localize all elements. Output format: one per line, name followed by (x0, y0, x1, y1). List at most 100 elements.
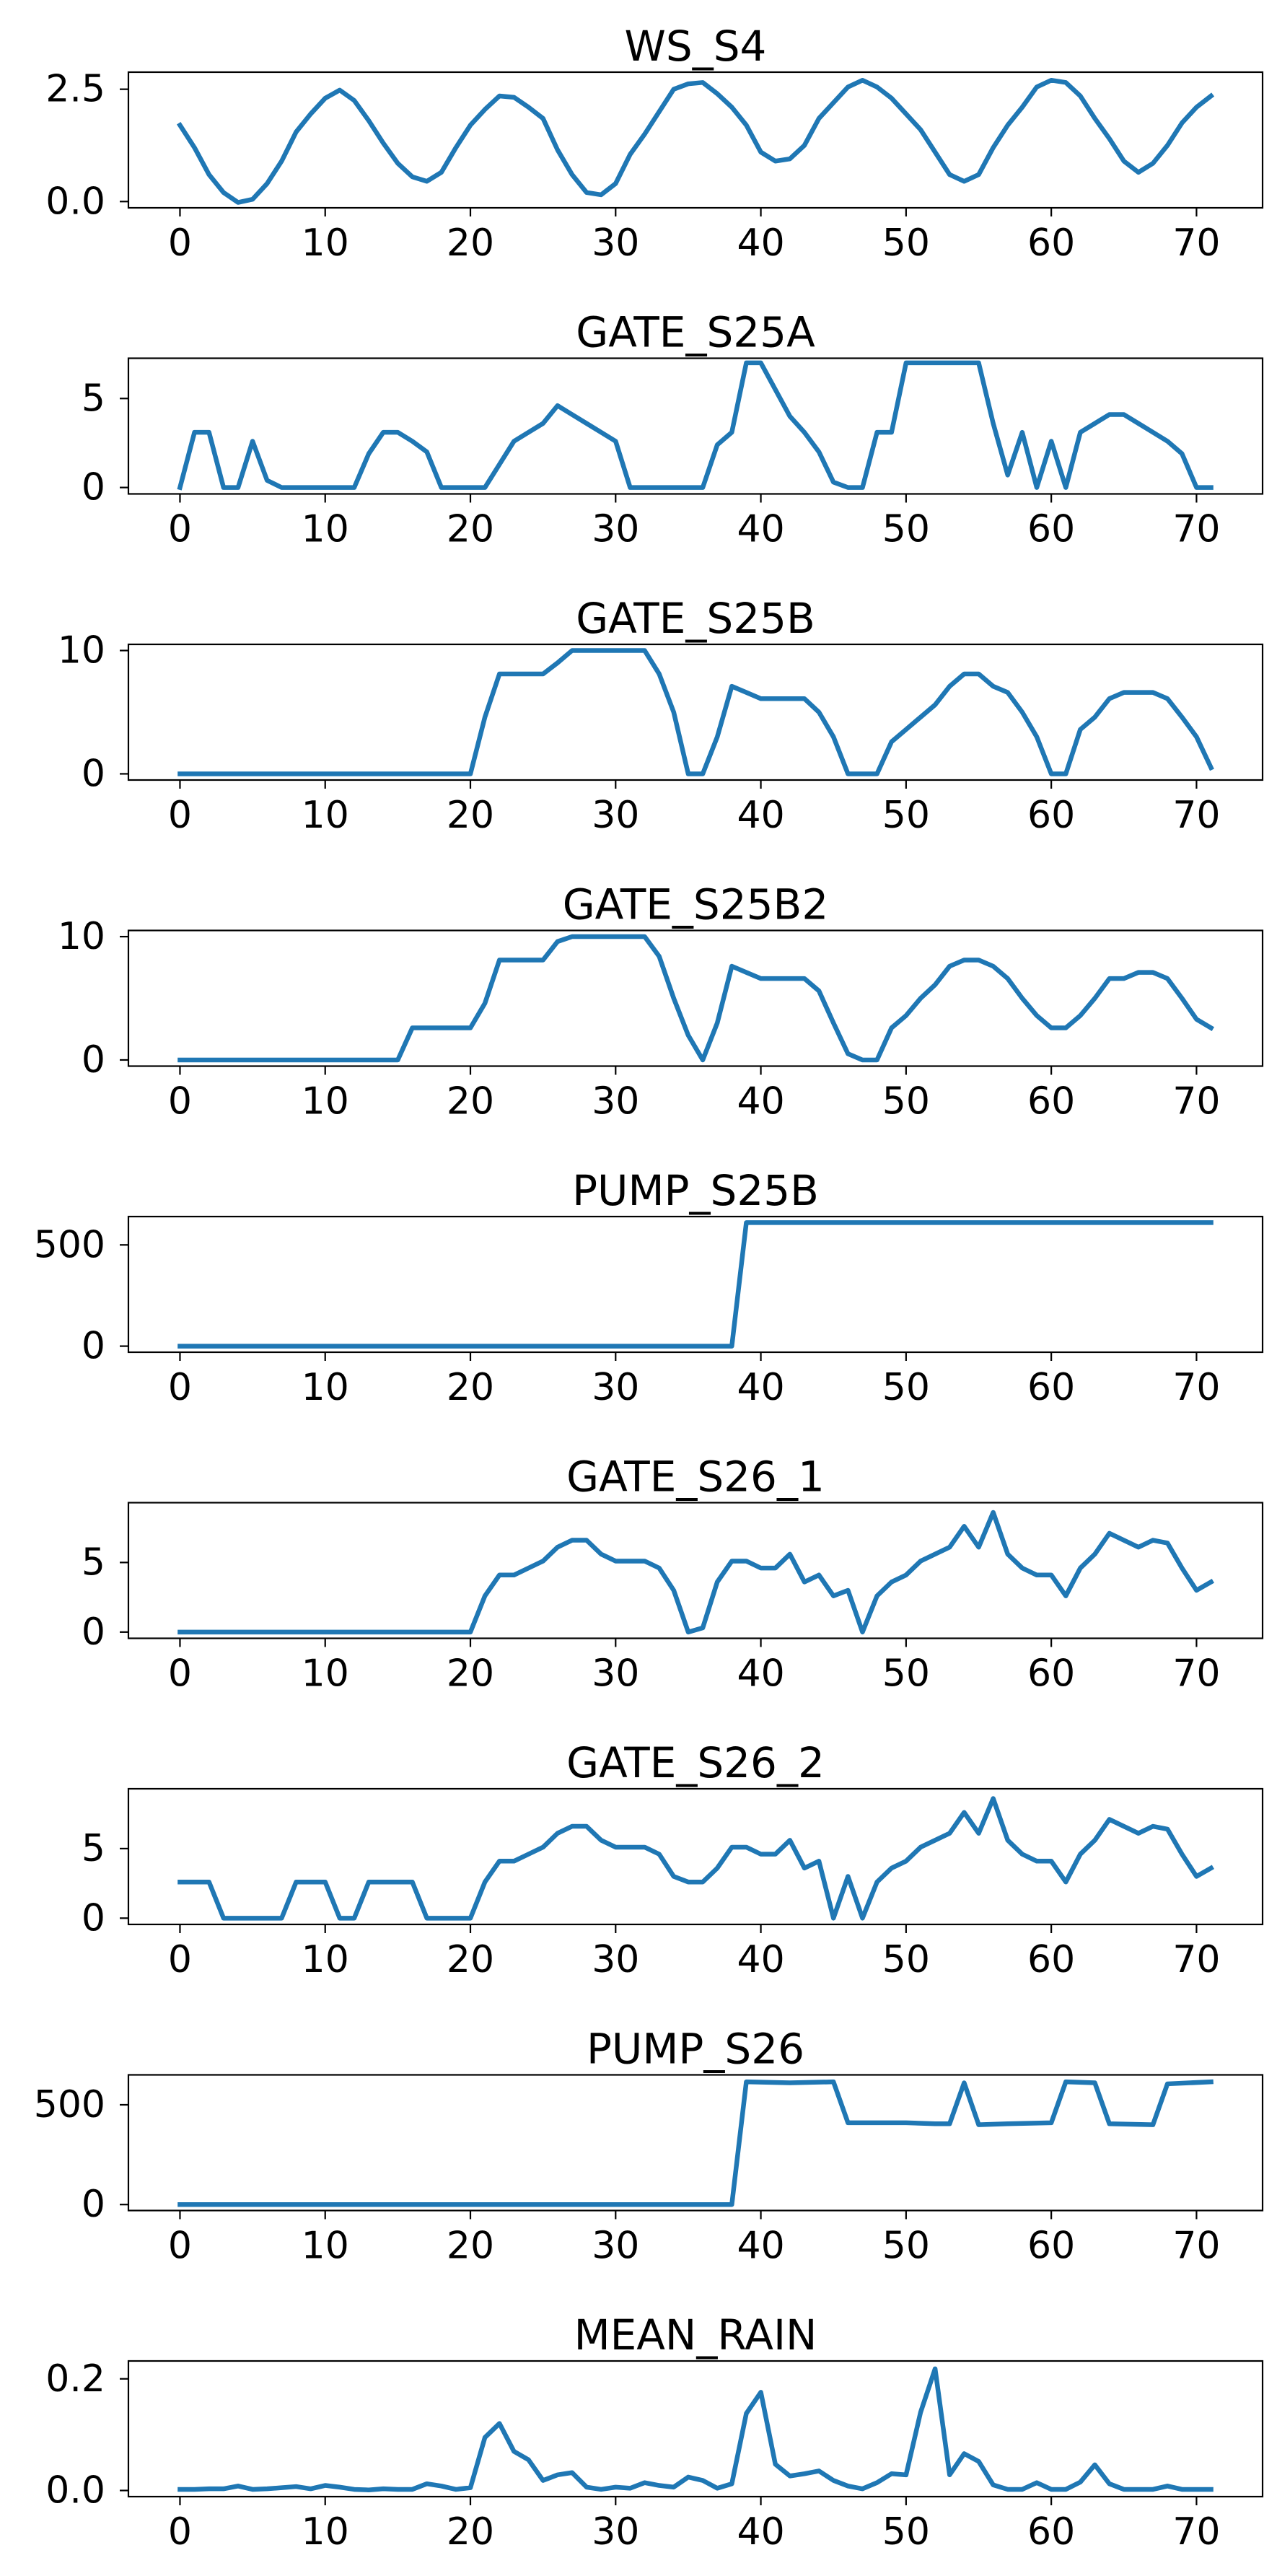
x-tick-label: 20 (447, 222, 494, 265)
x-tick-label: 0 (168, 1938, 192, 1981)
series-line (177, 2366, 1214, 2492)
axes-frame (127, 2360, 1264, 2498)
series-line (177, 934, 1215, 1063)
subplot: GATE_S25B2 0 10 20 30 40 50 60 70 0 10 (58, 880, 1264, 1123)
x-tick-label: 70 (1172, 1938, 1220, 1981)
x-tick-label: 40 (737, 1938, 784, 1981)
x-tick-label: 40 (737, 794, 784, 837)
axes-frame (127, 1787, 1264, 1926)
y-tick-label: 0.2 (45, 2357, 105, 2401)
x-tick-label: 50 (882, 1080, 930, 1123)
x-tick-label: 0 (168, 2510, 192, 2554)
x-tick-label: 70 (1172, 222, 1220, 265)
x-tick-label: 60 (1027, 1366, 1075, 1409)
x-tick-label: 10 (302, 1652, 349, 1696)
subplot-title: PUMP_S26 (587, 2025, 804, 2074)
x-tick-label: 60 (1027, 2225, 1075, 2268)
x-tick-label: 70 (1172, 794, 1220, 837)
x-tick-label: 0 (168, 1652, 192, 1696)
y-tick-label: 0 (82, 752, 105, 795)
y-tick-label: 500 (34, 1223, 105, 1266)
x-tick-label: 60 (1027, 794, 1075, 837)
subplot: GATE_S25B 0 10 20 30 40 50 60 70 0 10 (58, 594, 1264, 837)
x-tick-label: 0 (168, 508, 192, 551)
x-tick-label: 20 (447, 508, 494, 551)
y-tick-label: 0 (82, 1896, 105, 1940)
x-tick-label: 20 (447, 2225, 494, 2268)
x-tick-label: 0 (168, 222, 192, 265)
y-tick-label: 0 (82, 1038, 105, 1082)
axes-frame (127, 71, 1264, 209)
x-tick-label: 10 (302, 1938, 349, 1981)
x-tick-label: 20 (447, 1080, 494, 1123)
series-line (177, 648, 1214, 776)
axes-frame (127, 1502, 1264, 1639)
y-tick-label: 0 (82, 466, 105, 509)
x-tick-label: 50 (882, 222, 930, 265)
axes-frame (127, 357, 1264, 495)
x-tick-label: 30 (592, 1080, 639, 1123)
x-tick-label: 30 (592, 1652, 639, 1696)
x-tick-label: 30 (592, 1366, 639, 1409)
subplot: PUMP_S26 0 10 20 30 40 50 60 70 0 500 (34, 2025, 1264, 2268)
x-tick-label: 30 (592, 508, 639, 551)
series-line (177, 360, 1214, 491)
x-tick-label: 60 (1027, 222, 1075, 265)
series-line (177, 1510, 1214, 1635)
x-tick-label: 70 (1172, 1652, 1220, 1696)
y-tick-label: 0 (82, 1611, 105, 1654)
y-tick-label: 0.0 (45, 2468, 105, 2512)
x-tick-label: 70 (1172, 2510, 1220, 2554)
x-tick-label: 60 (1027, 508, 1075, 551)
x-tick-label: 20 (447, 794, 494, 837)
subplot: GATE_S26_1 0 10 20 30 40 50 60 70 0 5 (82, 1453, 1264, 1696)
x-tick-label: 10 (302, 1366, 349, 1409)
x-tick-label: 10 (302, 2225, 349, 2268)
x-tick-label: 40 (737, 1080, 784, 1123)
y-tick-label: 5 (82, 1827, 105, 1870)
x-tick-label: 50 (882, 1938, 930, 1981)
x-tick-label: 30 (592, 1938, 639, 1981)
x-tick-label: 40 (737, 508, 784, 551)
x-tick-label: 70 (1172, 508, 1220, 551)
x-tick-label: 0 (168, 2225, 192, 2268)
y-tick-label: 5 (82, 1541, 105, 1584)
subplot-title: MEAN_RAIN (574, 2310, 817, 2360)
x-tick-label: 30 (592, 222, 639, 265)
x-tick-label: 20 (447, 1938, 494, 1981)
subplot-title: GATE_S25B2 (563, 880, 829, 929)
x-tick-label: 20 (447, 1366, 494, 1409)
x-tick-label: 30 (592, 794, 639, 837)
subplot: MEAN_RAIN 0 10 20 30 40 50 60 70 0.0 0.2 (45, 2310, 1264, 2554)
series-line (177, 1796, 1214, 1921)
y-tick-label: 0 (82, 1325, 105, 1368)
x-tick-label: 30 (592, 2225, 639, 2268)
x-tick-label: 40 (737, 222, 784, 265)
x-tick-label: 20 (447, 2510, 494, 2554)
x-tick-label: 40 (737, 2510, 784, 2554)
x-tick-label: 50 (882, 1366, 930, 1409)
y-tick-label: 2.5 (45, 68, 105, 111)
x-tick-label: 60 (1027, 1652, 1075, 1696)
x-tick-label: 60 (1027, 1080, 1075, 1123)
x-tick-label: 0 (168, 1366, 192, 1409)
x-tick-label: 10 (302, 508, 349, 551)
x-tick-label: 40 (737, 1652, 784, 1696)
axes-frame (127, 643, 1264, 781)
x-tick-label: 10 (302, 222, 349, 265)
series-line (177, 1220, 1214, 1349)
subplot-title: GATE_S26_2 (566, 1738, 825, 1787)
y-tick-label: 5 (82, 377, 105, 420)
x-tick-label: 70 (1172, 2225, 1220, 2268)
x-tick-label: 50 (882, 508, 930, 551)
subplot-title: PUMP_S25B (572, 1166, 819, 1215)
x-tick-label: 50 (882, 2510, 930, 2554)
series-line (176, 77, 1215, 205)
subplot: PUMP_S25B 0 10 20 30 40 50 60 70 0 500 (34, 1166, 1264, 1409)
x-tick-label: 60 (1027, 2510, 1075, 2554)
x-tick-label: 70 (1172, 1366, 1220, 1409)
subplot: GATE_S25A 0 10 20 30 40 50 60 70 0 5 (82, 308, 1264, 551)
axes-frame (127, 2074, 1264, 2212)
